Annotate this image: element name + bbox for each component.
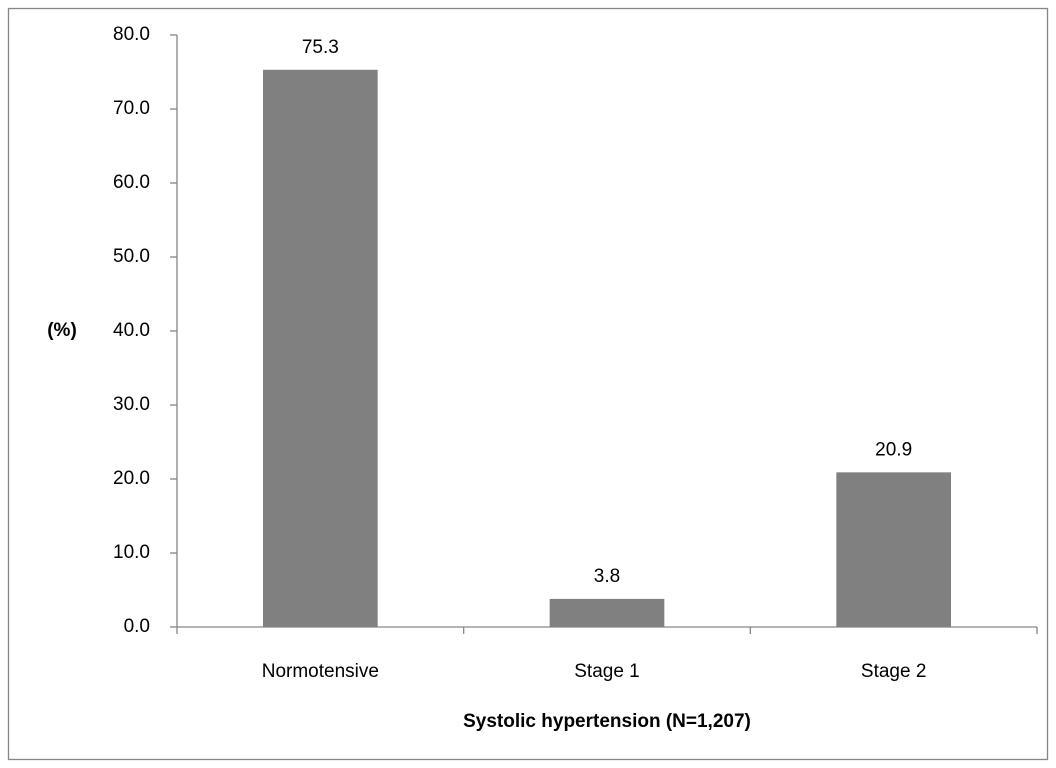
y-tick-label: 40.0 <box>113 320 150 341</box>
bar <box>263 69 378 627</box>
y-axis-label: (%) <box>47 320 77 341</box>
data-label: 20.9 <box>875 439 912 460</box>
bar <box>836 472 951 627</box>
y-tick-label: 80.0 <box>113 24 150 45</box>
data-label: 3.8 <box>594 566 620 587</box>
data-label: 75.3 <box>302 37 339 58</box>
y-tick-label: 50.0 <box>113 246 150 267</box>
x-tick-label: Stage 1 <box>574 661 640 682</box>
x-axis-label: Systolic hypertension (N=1,207) <box>463 711 751 732</box>
bar <box>549 598 665 627</box>
x-tick-label: Stage 2 <box>861 661 927 682</box>
y-tick-label: 10.0 <box>113 542 150 563</box>
y-tick-label: 20.0 <box>113 468 150 489</box>
y-tick-label: 60.0 <box>113 172 150 193</box>
chart-border <box>7 7 1049 761</box>
x-tick-label: Normotensive <box>262 661 379 682</box>
y-tick-label: 0.0 <box>124 616 150 637</box>
y-tick-label: 70.0 <box>113 98 150 119</box>
y-tick-label: 30.0 <box>113 394 150 415</box>
